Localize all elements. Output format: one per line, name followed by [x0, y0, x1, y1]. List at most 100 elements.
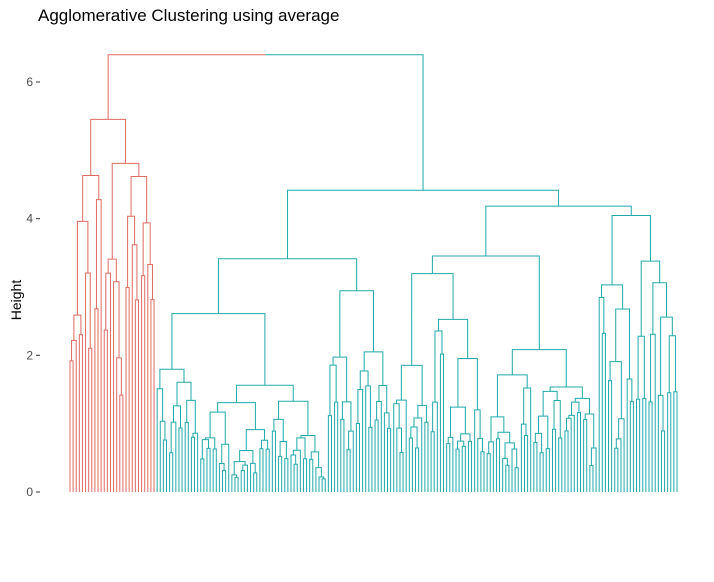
dendrogram-link	[446, 443, 451, 492]
dendrogram-link	[467, 440, 473, 492]
dendrogram-link	[642, 397, 647, 492]
dendrogram-link	[396, 427, 403, 492]
dendrogram-link	[302, 458, 308, 492]
dendrogram-link	[105, 272, 111, 492]
dendrogram-link	[130, 175, 148, 223]
dendrogram-link	[212, 448, 217, 492]
dendrogram-link	[480, 451, 485, 492]
dendrogram-link	[95, 199, 102, 492]
dendrogram-link	[615, 438, 622, 492]
dendrogram-link	[142, 222, 151, 276]
dendrogram-link	[415, 447, 420, 492]
dendrogram-link	[76, 220, 89, 316]
dendrogram-link	[273, 418, 284, 442]
dendrogram-link	[127, 215, 136, 288]
dendrogram-link	[359, 370, 369, 390]
dendrogram-link	[201, 439, 210, 460]
dendrogram-link	[542, 390, 558, 417]
dendrogram-link	[376, 401, 382, 492]
dendrogram-link	[485, 205, 632, 256]
dendrogram-link	[399, 451, 404, 492]
dendrogram-link	[103, 329, 108, 492]
dendrogram-link	[549, 386, 583, 399]
dendrogram-link	[553, 399, 561, 438]
dendrogram-link	[159, 420, 166, 492]
dendrogram-link	[293, 463, 298, 492]
dendrogram-link	[626, 378, 633, 492]
dendrogram-link	[511, 349, 567, 388]
dendrogram-link	[583, 418, 588, 492]
dendrogram-link	[171, 313, 266, 386]
dendrogram-link	[73, 314, 82, 341]
dendrogram-link	[209, 411, 226, 445]
dendrogram-link	[192, 432, 199, 492]
dendrogram-link	[296, 437, 306, 459]
dendrogram-link	[217, 258, 358, 314]
dendrogram-link	[222, 470, 227, 492]
dendrogram-link	[113, 281, 120, 492]
dendrogram-link	[648, 401, 653, 492]
dendrogram-link	[387, 427, 392, 492]
dendrogram-link	[430, 431, 435, 492]
dendrogram-link	[309, 458, 314, 492]
dendrogram-link	[601, 332, 606, 492]
dendrogram-link	[363, 351, 384, 386]
y-axis-title: Height	[8, 280, 24, 321]
dendrogram-link	[545, 448, 550, 492]
dendrogram-link	[637, 335, 645, 400]
dendrogram-link	[615, 308, 631, 379]
dendrogram-link	[125, 286, 130, 492]
dendrogram-link	[141, 275, 146, 492]
dendrogram-link	[457, 357, 478, 410]
dendrogram-link	[657, 394, 664, 492]
dendrogram-link	[574, 397, 590, 415]
dendrogram-link	[461, 445, 466, 492]
dendrogram-link	[629, 401, 634, 492]
dendrogram-link	[437, 318, 469, 359]
dendrogram-link	[502, 457, 508, 492]
dendrogram-link	[609, 361, 622, 419]
dendrogram-link	[652, 282, 667, 335]
dendrogram-link	[434, 330, 443, 403]
dendrogram-link	[611, 214, 651, 285]
dendrogram-link	[150, 299, 155, 492]
dendrogram-link	[410, 426, 418, 448]
dendrogram-link	[432, 401, 438, 492]
dendrogram-link	[450, 406, 466, 438]
dendrogram-link	[534, 432, 543, 453]
root-branches	[107, 54, 424, 191]
dendrogram-link	[457, 440, 465, 450]
y-tick-label: 6	[26, 75, 33, 89]
dendrogram-link	[85, 272, 91, 492]
dendrogram-link	[234, 476, 239, 492]
dendrogram-link	[94, 308, 99, 492]
dendrogram-link	[173, 405, 182, 428]
dendrogram-link	[159, 368, 185, 389]
dendrogram-link	[287, 189, 560, 259]
dendrogram-link	[240, 470, 245, 492]
dendrogram-link	[504, 442, 515, 459]
root-link-teal	[265, 54, 424, 191]
dendrogram-link	[329, 364, 337, 416]
dendrogram-link	[176, 381, 192, 406]
dendrogram-link	[90, 118, 127, 176]
dendrogram-link	[231, 474, 238, 492]
dendrogram-link	[332, 356, 348, 402]
dendrogram-link	[618, 418, 625, 492]
dendrogram-link	[265, 448, 270, 492]
cluster-teal-branches	[156, 189, 678, 492]
y-tick-label: 0	[26, 485, 33, 499]
dendrogram-link	[378, 384, 388, 413]
dendrogram-link	[217, 402, 256, 430]
dendrogram-link	[590, 447, 597, 492]
dendrogram-link	[162, 439, 167, 492]
dendrogram-link	[119, 394, 124, 492]
dendrogram-link	[156, 388, 164, 492]
dendrogram-link	[520, 423, 527, 492]
dendrogram-link	[259, 448, 264, 492]
dendrogram-link	[490, 416, 505, 442]
dendrogram-link	[190, 436, 196, 492]
y-tick-label: 2	[26, 348, 33, 362]
dendrogram-link	[533, 442, 538, 492]
dendrogram-link	[598, 296, 605, 492]
